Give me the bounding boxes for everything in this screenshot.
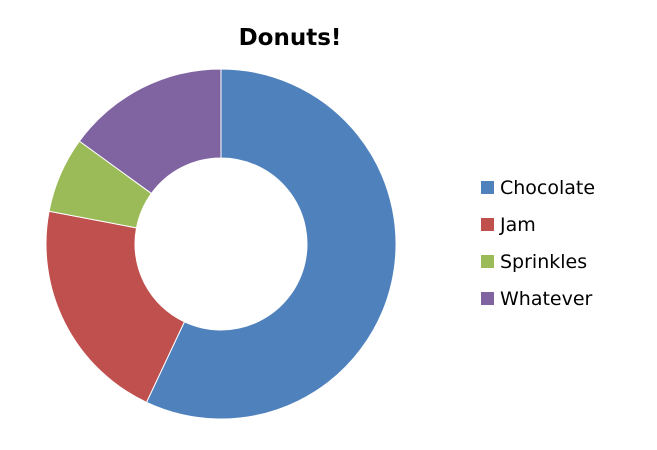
chart-title: Donuts! <box>239 25 342 51</box>
legend-swatch-jam <box>481 218 494 231</box>
slice-chocolate <box>145 68 397 420</box>
legend-label-whatever: Whatever <box>500 288 593 310</box>
legend: Chocolate Jam Sprinkles Whatever <box>481 177 595 310</box>
legend-item-sprinkles: Sprinkles <box>481 251 587 273</box>
donut-slices <box>45 68 397 420</box>
legend-swatch-sprinkles <box>481 255 494 268</box>
legend-item-jam: Jam <box>481 214 536 236</box>
legend-swatch-whatever <box>481 292 494 305</box>
legend-label-jam: Jam <box>499 214 536 236</box>
legend-label-chocolate: Chocolate <box>500 177 595 199</box>
legend-item-whatever: Whatever <box>481 288 593 310</box>
legend-label-sprinkles: Sprinkles <box>500 251 587 273</box>
legend-item-chocolate: Chocolate <box>481 177 595 199</box>
slice-jam <box>45 210 186 404</box>
legend-swatch-chocolate <box>481 181 494 194</box>
slice-whatever <box>78 68 222 195</box>
